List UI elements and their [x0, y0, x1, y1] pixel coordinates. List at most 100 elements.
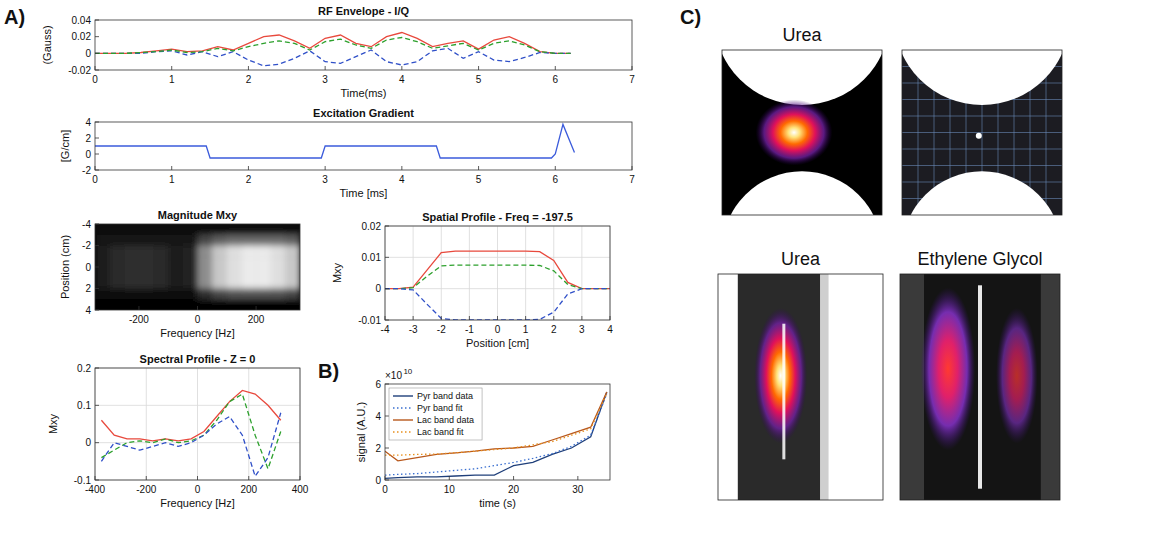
x-tick [478, 166, 479, 170]
x-tick [385, 476, 386, 480]
heatmap-cell [198, 256, 213, 267]
heatmap-cell [124, 299, 139, 310]
x-tick [95, 166, 96, 170]
heatmap-cell [227, 299, 242, 310]
heatmap-cell [183, 224, 198, 235]
chart-title: Excitation Gradient [313, 107, 414, 119]
figure: A)B)C)01234567-0.0200.020.04RF Envelope … [0, 0, 1160, 560]
y-tick [95, 154, 99, 155]
y-tick-label: 0 [85, 149, 91, 160]
heatmap-cell [241, 289, 256, 300]
grid-line [146, 368, 147, 480]
heatmap-cell [110, 299, 125, 310]
y-tick-label: 4 [85, 305, 91, 316]
series-line [101, 413, 280, 476]
x-tick-label: 5 [476, 174, 482, 185]
heatmap-cell [227, 246, 242, 257]
series-line [385, 394, 607, 476]
y-axis-title: [G/cm] [59, 130, 71, 162]
heatmap-cell [212, 235, 227, 246]
heatmap-cell [124, 289, 139, 300]
heatmap-cell [256, 289, 271, 300]
heatmap-cell [212, 278, 227, 289]
plot-bg [95, 224, 300, 310]
series-line [101, 390, 280, 440]
heatmap-cell [212, 224, 227, 235]
image-frame [722, 50, 882, 215]
frame [385, 226, 610, 320]
heatmap-cell [241, 278, 256, 289]
heatmap-cell [154, 224, 169, 235]
x-tick-label: 6 [553, 174, 559, 185]
series-line [385, 289, 610, 320]
legend-swatch [393, 419, 413, 420]
y-tick-label: -0.01 [358, 315, 381, 326]
heatmap-cell [154, 235, 169, 246]
heatmap-cell [124, 267, 139, 278]
heatmap-cell [198, 235, 213, 246]
y-tick-label: 2 [85, 283, 91, 294]
y-tick-label: 0.04 [72, 15, 92, 26]
image-frame [900, 274, 1060, 500]
y-tick-label: -2 [82, 165, 91, 176]
heatmap-cell [241, 256, 256, 267]
y-tick-label: -4 [82, 219, 91, 230]
heatmap-cell [154, 267, 169, 278]
heatmap-cell [198, 246, 213, 257]
x-tick [197, 476, 198, 480]
x-tick [325, 166, 326, 170]
image [718, 274, 883, 500]
x-tick [325, 66, 326, 70]
heatmap-cell [95, 235, 110, 246]
heatmap-cell [95, 224, 110, 235]
x-tick-label: 200 [248, 314, 265, 325]
panel-label: B) [318, 360, 339, 382]
x-tick-label: -400 [85, 484, 105, 495]
heatmap-cell [271, 278, 286, 289]
phantom-tube [902, 171, 1062, 215]
image-region [1041, 274, 1060, 500]
heatmap-cell [256, 246, 271, 257]
x-tick [632, 66, 633, 70]
y-tick [95, 70, 99, 71]
heatmap-cell [124, 256, 139, 267]
x-tick [197, 306, 198, 310]
x-tick [513, 476, 514, 480]
grid-line [197, 368, 198, 480]
plot-bg [95, 20, 632, 70]
heatmap-cell [256, 299, 271, 310]
heatmap-cell [183, 289, 198, 300]
plot-bg [385, 384, 610, 480]
x-tick [555, 166, 556, 170]
y-tick-label: -0.1 [74, 475, 92, 486]
heatmap-cell [154, 256, 169, 267]
y-tick [95, 288, 99, 289]
y-tick-label: 0 [85, 48, 91, 59]
x-tick-label: 20 [508, 484, 520, 495]
x-tick-label: -4 [381, 324, 390, 335]
heatmap-cell [139, 246, 154, 257]
x-tick-label: -200 [129, 314, 149, 325]
x-axis-title: time (s) [479, 497, 516, 509]
heatmap-cell [110, 256, 125, 267]
frame [385, 384, 610, 480]
heatmap-cell [110, 246, 125, 257]
grid-line [553, 226, 554, 320]
y-axis-title: (Gauss) [41, 25, 53, 64]
marker-dot [976, 133, 982, 139]
x-tick-label: 4 [399, 74, 405, 85]
heatmap-cell [95, 256, 110, 267]
x-tick-label: 0 [195, 484, 201, 495]
legend-label: Pyr band data [417, 391, 473, 401]
heatmap-cell [285, 256, 300, 267]
y-tick [385, 288, 389, 289]
phantom-tube [902, 50, 1062, 105]
grid-line [413, 226, 414, 320]
y-tick [385, 320, 389, 321]
heatmap-cell [227, 289, 242, 300]
x-tick-label: 0 [195, 314, 201, 325]
heatmap-cell [271, 246, 286, 257]
x-tick [449, 476, 450, 480]
signal-blob [756, 100, 833, 166]
series-line [385, 392, 607, 478]
